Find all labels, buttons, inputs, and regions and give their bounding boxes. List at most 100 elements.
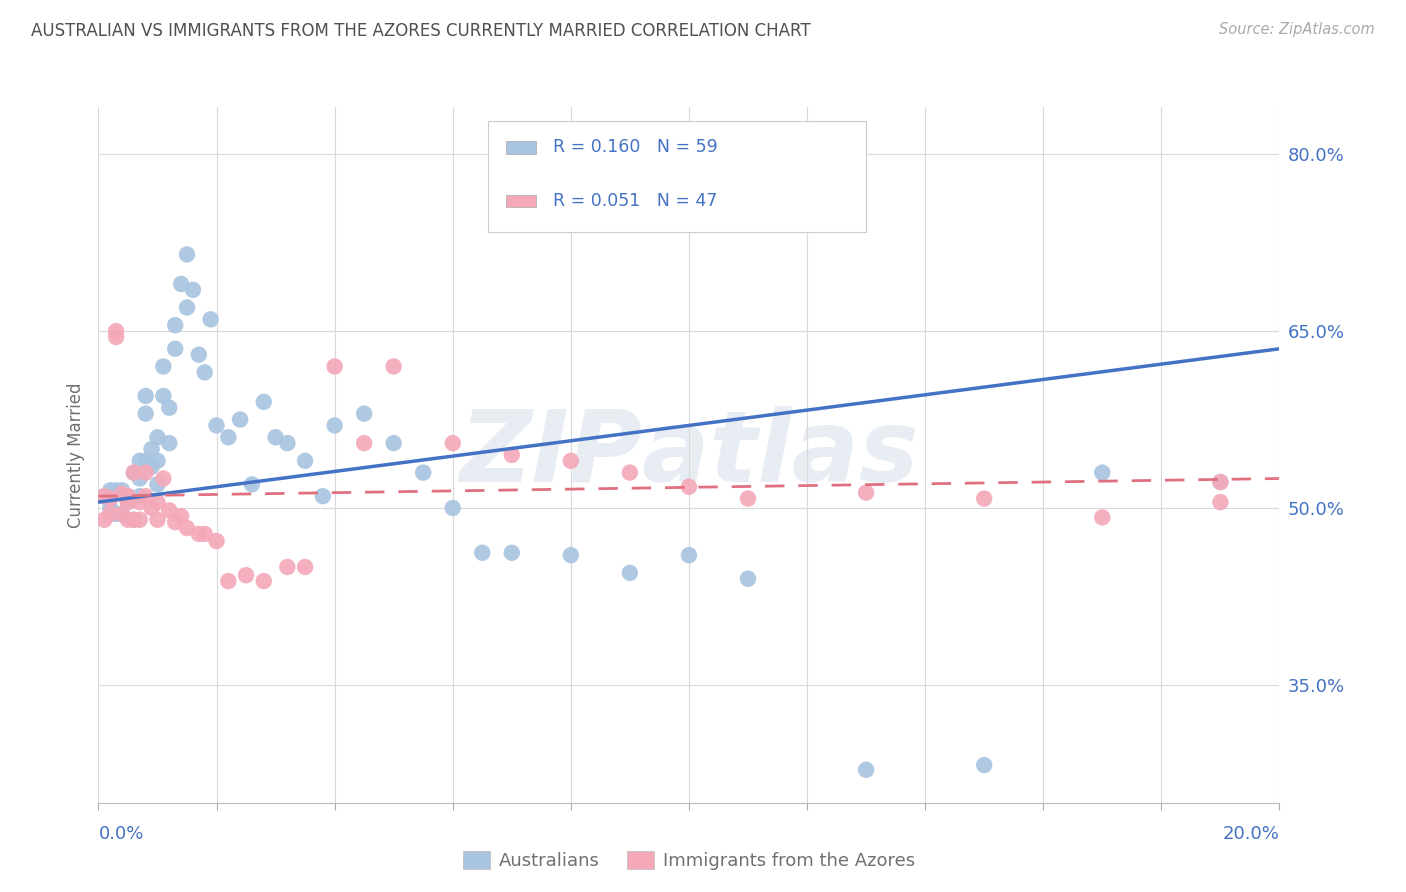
Point <box>165 318 187 333</box>
Legend: Australians, Immigrants from the Azores: Australians, Immigrants from the Azores <box>456 844 922 877</box>
Point <box>678 548 700 562</box>
Point <box>276 436 298 450</box>
Point <box>187 348 209 362</box>
Point <box>353 407 375 421</box>
Point <box>93 489 115 503</box>
Point <box>146 477 169 491</box>
Point <box>217 430 239 444</box>
Point <box>122 513 145 527</box>
Point <box>146 430 169 444</box>
Point <box>98 483 121 498</box>
Point <box>146 454 169 468</box>
Text: R = 0.051   N = 47: R = 0.051 N = 47 <box>554 192 717 210</box>
Point <box>135 389 157 403</box>
Point <box>122 466 145 480</box>
Point <box>135 407 157 421</box>
Point <box>152 471 174 485</box>
Point <box>240 477 263 491</box>
Point <box>194 527 217 541</box>
Point <box>1091 510 1114 524</box>
Point <box>170 277 193 291</box>
Point <box>157 503 180 517</box>
Point <box>98 491 121 506</box>
Point <box>855 485 877 500</box>
Point <box>973 491 995 506</box>
Point <box>135 489 157 503</box>
Point <box>737 572 759 586</box>
Point <box>117 489 139 503</box>
Point <box>141 442 163 456</box>
Point <box>1209 495 1232 509</box>
Point <box>1209 475 1232 489</box>
Point <box>678 480 700 494</box>
Point <box>176 247 198 261</box>
FancyBboxPatch shape <box>506 194 536 207</box>
Text: Source: ZipAtlas.com: Source: ZipAtlas.com <box>1219 22 1375 37</box>
Point <box>312 489 335 503</box>
Point <box>152 359 174 374</box>
Point <box>619 566 641 580</box>
Y-axis label: Currently Married: Currently Married <box>66 382 84 528</box>
Point <box>93 513 115 527</box>
Point <box>98 500 121 515</box>
Point <box>323 359 346 374</box>
Point <box>117 513 139 527</box>
Point <box>117 489 139 503</box>
Point <box>141 459 163 474</box>
Point <box>217 574 239 588</box>
Point <box>128 495 150 509</box>
Point <box>165 342 187 356</box>
Point <box>441 436 464 450</box>
Point <box>128 471 150 485</box>
Point <box>170 509 193 524</box>
Point <box>98 507 121 521</box>
Point <box>122 466 145 480</box>
Point <box>205 534 228 549</box>
Text: AUSTRALIAN VS IMMIGRANTS FROM THE AZORES CURRENTLY MARRIED CORRELATION CHART: AUSTRALIAN VS IMMIGRANTS FROM THE AZORES… <box>31 22 810 40</box>
Point <box>128 489 150 503</box>
FancyBboxPatch shape <box>488 121 866 232</box>
FancyBboxPatch shape <box>506 141 536 153</box>
Point <box>619 466 641 480</box>
Point <box>560 548 582 562</box>
Point <box>382 359 405 374</box>
Point <box>105 330 128 344</box>
Point <box>1091 466 1114 480</box>
Point <box>205 418 228 433</box>
Point <box>501 546 523 560</box>
Point <box>146 513 169 527</box>
Point <box>111 507 134 521</box>
Point <box>323 418 346 433</box>
Point <box>181 283 204 297</box>
Point <box>855 763 877 777</box>
Point <box>264 430 287 444</box>
Text: 0.0%: 0.0% <box>98 825 143 843</box>
Point <box>294 560 316 574</box>
Point <box>176 521 198 535</box>
Point <box>412 466 434 480</box>
Point <box>353 436 375 450</box>
Point <box>105 507 128 521</box>
Point <box>176 301 198 315</box>
Point <box>1209 475 1232 489</box>
Point <box>229 412 252 426</box>
Point <box>152 389 174 403</box>
Point <box>128 513 150 527</box>
Text: ZIP​atlas: ZIP​atlas <box>460 407 918 503</box>
Point <box>235 568 257 582</box>
Point <box>157 436 180 450</box>
Point <box>122 513 145 527</box>
Point <box>973 758 995 772</box>
Point <box>187 527 209 541</box>
Point <box>157 401 180 415</box>
Point <box>471 546 494 560</box>
Point <box>560 454 582 468</box>
Point <box>111 507 134 521</box>
Point <box>128 454 150 468</box>
Point <box>253 395 276 409</box>
Point <box>105 483 128 498</box>
Text: 20.0%: 20.0% <box>1223 825 1279 843</box>
Point <box>93 489 115 503</box>
Point <box>111 487 134 501</box>
Point <box>146 495 169 509</box>
